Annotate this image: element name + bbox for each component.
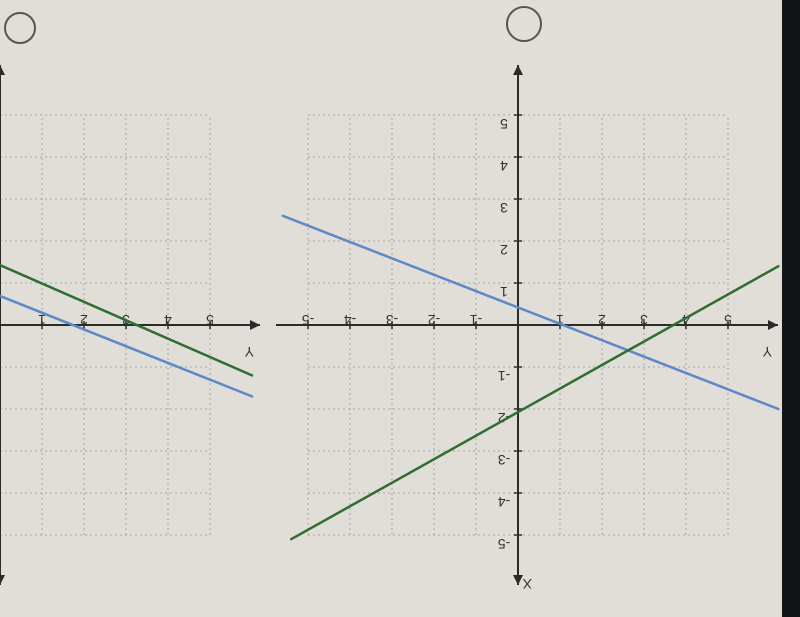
svg-text:5: 5 <box>206 312 214 328</box>
option-marker[interactable] <box>506 6 542 42</box>
svg-text:2: 2 <box>500 242 508 258</box>
svg-text:4: 4 <box>500 158 508 174</box>
svg-text:1: 1 <box>500 284 508 300</box>
right-dark-strip <box>782 0 800 617</box>
chart-panel-left: 12345Y <box>0 0 276 617</box>
svg-text:2: 2 <box>598 312 606 328</box>
svg-text:-5: -5 <box>302 312 315 328</box>
svg-text:-1: -1 <box>470 312 483 328</box>
svg-text:-4: -4 <box>498 494 511 510</box>
svg-text:-5: -5 <box>498 536 511 552</box>
svg-text:-3: -3 <box>498 452 511 468</box>
svg-text:-3: -3 <box>386 312 399 328</box>
svg-text:2: 2 <box>80 312 88 328</box>
green-line <box>291 266 778 539</box>
blue-line <box>0 289 252 396</box>
chart-panel-right: -5-4-3-2-11234512345-1-2-3-4-5YX <box>276 0 782 617</box>
svg-text:-4: -4 <box>344 312 357 328</box>
root: 12345Y -5-4-3-2-11234512345-1-2-3-4-5YX <box>0 0 800 617</box>
svg-text:Y: Y <box>762 344 772 360</box>
option-marker[interactable] <box>4 12 36 44</box>
svg-text:-1: -1 <box>498 368 511 384</box>
svg-text:5: 5 <box>500 116 508 132</box>
svg-text:Y: Y <box>244 344 254 360</box>
svg-text:3: 3 <box>640 312 648 328</box>
svg-text:3: 3 <box>500 200 508 216</box>
svg-text:-2: -2 <box>428 312 441 328</box>
svg-text:4: 4 <box>164 312 172 328</box>
svg-text:X: X <box>522 576 532 592</box>
svg-text:5: 5 <box>724 312 732 328</box>
